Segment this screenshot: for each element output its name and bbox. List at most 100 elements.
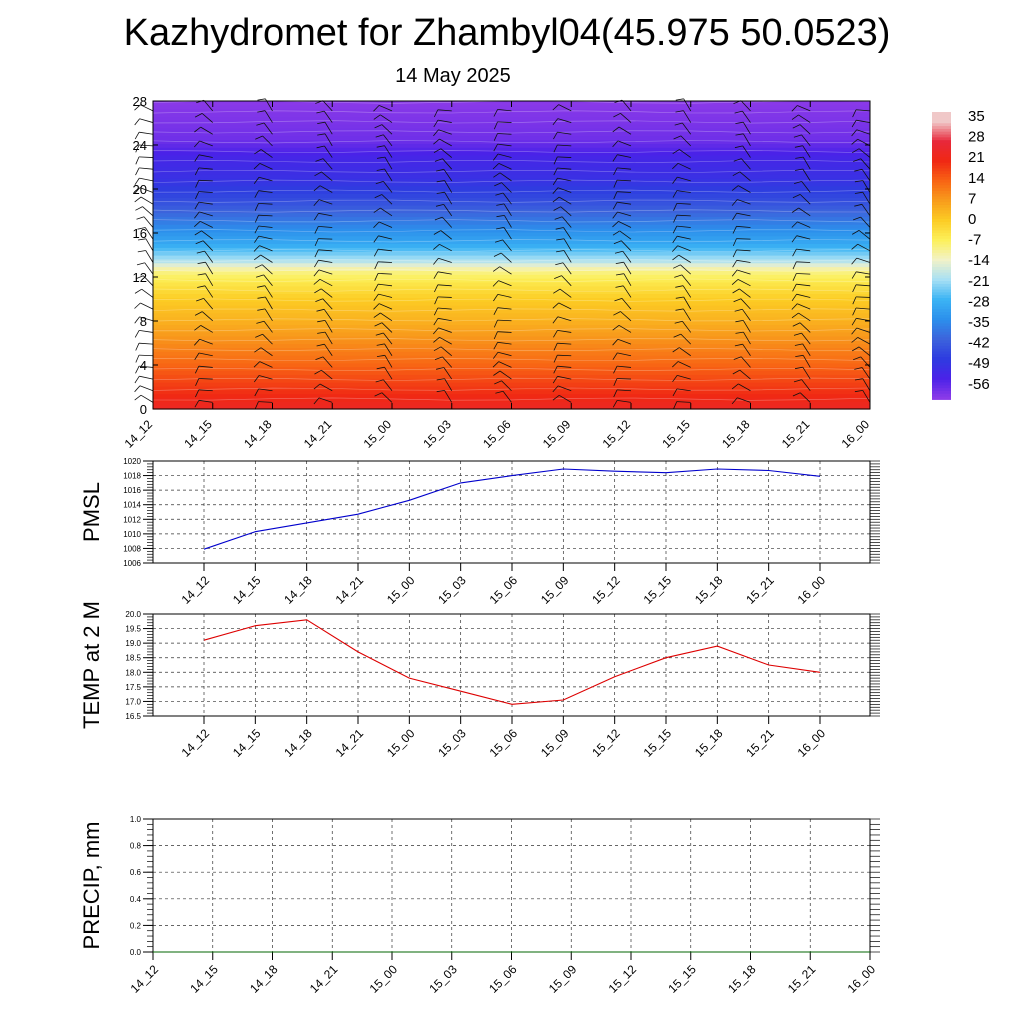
wind-barb-feather — [494, 182, 502, 187]
wind-barb-feather — [194, 126, 201, 133]
wind-barb-shaft — [378, 235, 393, 240]
wind-barb-shaft — [621, 240, 632, 252]
colorbar-swatch — [932, 388, 951, 392]
wind-barb-shaft — [138, 354, 154, 357]
wind-barb-shaft — [621, 99, 632, 112]
wind-barb-feather — [672, 149, 680, 155]
x-tick-label: 15_15 — [641, 573, 675, 607]
wind-barb-shaft — [497, 351, 512, 357]
wind-barb-shaft — [264, 110, 273, 123]
wind-barb-shaft — [501, 182, 512, 193]
colorbar-swatch — [932, 250, 951, 254]
wind-barb-feather — [253, 375, 260, 383]
wind-barb-shaft — [444, 378, 453, 391]
y-tick-label: 8 — [140, 314, 147, 329]
wind-barb-shaft — [741, 158, 751, 170]
wind-barb-shaft — [258, 176, 273, 182]
wind-barb-shaft — [498, 361, 512, 368]
colorbar-swatch — [932, 286, 951, 291]
wind-barb-feather — [376, 156, 385, 159]
wind-barb-shaft — [861, 204, 871, 217]
wind-barb-feather — [254, 203, 259, 211]
wind-barb-shaft — [678, 254, 691, 263]
wind-barb-feather — [851, 257, 858, 265]
colorbar-swatch — [932, 207, 951, 212]
wind-barb-shaft — [319, 278, 333, 287]
wind-barb-feather — [434, 158, 443, 162]
wind-barb-shaft — [561, 275, 572, 287]
wind-barb-shaft — [201, 230, 213, 240]
colorbar-swatch — [932, 157, 951, 161]
series-line — [203, 619, 821, 705]
wind-barb-feather — [433, 336, 440, 343]
colorbar-swatch — [932, 224, 951, 229]
wind-barb-feather — [733, 298, 742, 303]
wind-barb-shaft — [198, 191, 213, 193]
temperature-band — [153, 332, 870, 337]
wind-barb-shaft — [856, 327, 871, 333]
wind-barb-feather — [373, 303, 380, 310]
wind-barb-shaft — [145, 250, 154, 263]
wind-barb-feather — [433, 257, 439, 265]
wind-barb-shaft — [381, 194, 393, 205]
wind-barb-shaft — [857, 243, 871, 252]
wind-barb-feather — [553, 330, 558, 338]
wind-barb-feather — [731, 397, 738, 405]
x-tick-label: 15_12 — [589, 726, 623, 760]
temperature-band — [153, 166, 870, 171]
wind-barb-feather — [376, 168, 385, 171]
wind-barb-feather — [314, 288, 322, 294]
y-axis-label: TEMP at 2 M — [79, 601, 104, 729]
wind-barb-feather — [553, 144, 558, 153]
wind-barb-feather — [197, 261, 206, 264]
wind-barb-feather — [433, 271, 439, 279]
plot-frame — [152, 460, 871, 564]
wind-barb-feather — [316, 343, 325, 347]
y-tick-label: 1.0 — [130, 815, 142, 824]
wind-barb-feather — [432, 327, 439, 335]
wind-barb-shaft — [616, 378, 632, 380]
wind-barb-shaft — [679, 149, 691, 158]
y-tick-label: 1008 — [123, 544, 141, 553]
wind-barb-feather — [794, 343, 803, 346]
wind-barb-feather — [854, 168, 863, 172]
wind-barb-feather — [613, 365, 618, 374]
colorbar-swatch — [932, 396, 951, 400]
colorbar-label: 0 — [968, 211, 976, 228]
wind-barb-shaft — [139, 177, 154, 182]
wind-barb-feather — [373, 293, 379, 301]
wind-barb-feather — [791, 105, 798, 112]
wind-barb-shaft — [377, 273, 393, 275]
wind-barb-shaft — [563, 250, 572, 263]
wind-barb-shaft — [856, 119, 871, 123]
temperature-band — [153, 251, 870, 256]
wind-barb-shaft — [736, 238, 751, 240]
colorbar-swatch — [932, 188, 951, 192]
wind-barb-shaft — [139, 167, 154, 170]
x-tick-label: 15_06 — [480, 417, 514, 451]
wind-barb-shaft — [796, 293, 811, 298]
wind-barb-shaft — [440, 346, 453, 357]
wind-barb-feather — [257, 308, 266, 311]
wind-barb-shaft — [680, 135, 692, 147]
wind-barb-shaft — [142, 206, 154, 217]
wind-barb-feather — [375, 181, 384, 185]
wind-barb-feather — [553, 288, 561, 294]
wind-barb-shaft — [736, 212, 751, 217]
wind-barb-feather — [851, 148, 860, 154]
colorbar-swatch — [932, 182, 951, 186]
wind-barb-shaft — [855, 284, 871, 287]
wind-barb-shaft — [557, 354, 572, 357]
wind-barb-feather — [612, 338, 619, 346]
x-tick-label: 14_21 — [333, 726, 367, 760]
temp-panel: 16.5 17.0 17.5 18.0 18.5 19.0 19.5 20.0 14_12 14_… — [79, 601, 880, 760]
wind-barb-shaft — [259, 163, 273, 170]
y-tick-label: 1018 — [123, 472, 141, 481]
y-tick-label: 1020 — [123, 457, 141, 466]
wind-barb-feather — [674, 274, 683, 278]
wind-barb-shaft — [742, 121, 751, 135]
wind-barb-shaft — [437, 284, 452, 287]
wind-barb-shaft — [258, 375, 273, 380]
wind-barb-feather — [673, 215, 678, 223]
